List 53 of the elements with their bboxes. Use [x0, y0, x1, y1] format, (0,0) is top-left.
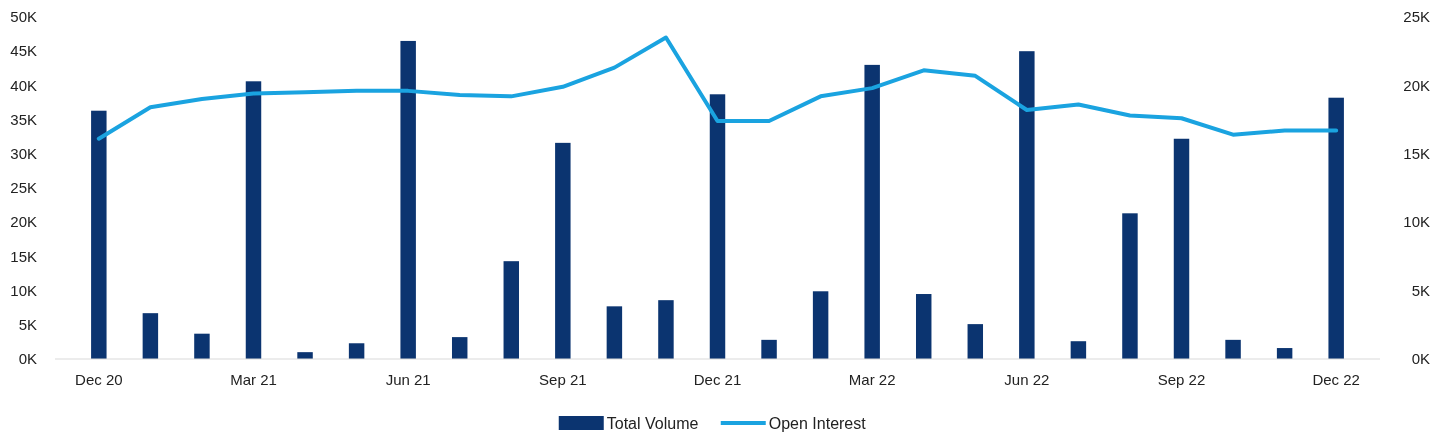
- bar: [915, 294, 932, 359]
- bar: [348, 343, 365, 359]
- y-tick-label: 35K: [10, 110, 37, 128]
- y-tick-label: 50K: [10, 8, 37, 26]
- bar: [1173, 138, 1190, 359]
- bar: [555, 142, 571, 359]
- y2-tick-label: 10K: [1403, 213, 1430, 231]
- x-tick-label: Dec 20: [75, 371, 123, 388]
- bar: [91, 110, 107, 359]
- bar: [503, 261, 520, 359]
- y-tick-label: 20K: [10, 213, 37, 231]
- bar: [1019, 51, 1035, 359]
- bar: [864, 64, 880, 359]
- bar: [297, 352, 313, 359]
- bar: [400, 40, 416, 359]
- x-tick-label: Sep 22: [1157, 371, 1206, 388]
- bar: [1328, 97, 1344, 359]
- y-tick-label: 45K: [10, 42, 37, 60]
- bar: [142, 313, 159, 359]
- x-tick-label: Dec 22: [1312, 371, 1360, 388]
- y2-tick-label: 15K: [1403, 145, 1430, 163]
- y-tick-label: 40K: [10, 76, 37, 94]
- line-series: [96, 35, 1339, 141]
- x-tick-label: Jun 22: [1004, 371, 1050, 388]
- bar: [606, 306, 623, 359]
- y-tick-label: 25K: [10, 179, 37, 197]
- bar: [1070, 341, 1087, 359]
- bar: [812, 291, 829, 359]
- bar: [1122, 213, 1138, 359]
- bar: [245, 81, 262, 359]
- bar: [451, 337, 468, 359]
- y-tick-label: 0K: [18, 350, 37, 368]
- y2-tick-label: 25K: [1403, 8, 1430, 26]
- bar: [658, 300, 674, 359]
- x-tick-label: Mar 22: [848, 371, 896, 388]
- x-tick-label: Sep 21: [539, 371, 587, 388]
- y2-tick-label: 0K: [1411, 350, 1430, 368]
- y2-tick-label: 20K: [1403, 76, 1430, 94]
- y-tick-label: 15K: [10, 247, 37, 265]
- x-tick-label: Dec 21: [693, 371, 742, 388]
- y-tick-label: 5K: [18, 316, 37, 334]
- y-tick-label: 30K: [10, 145, 37, 163]
- y2-tick-label: 5K: [1411, 281, 1430, 299]
- bar: [1225, 339, 1241, 359]
- bar: [761, 339, 777, 359]
- bar: [967, 324, 984, 359]
- x-tick-label: Mar 21: [230, 371, 277, 388]
- bar: [194, 333, 210, 359]
- legend-label: Total Volume: [606, 415, 699, 432]
- legend-label: Open Interest: [768, 415, 867, 432]
- y-tick-label: 10K: [10, 281, 37, 299]
- bar: [709, 94, 726, 359]
- x-tick-label: Jun 21: [385, 371, 431, 388]
